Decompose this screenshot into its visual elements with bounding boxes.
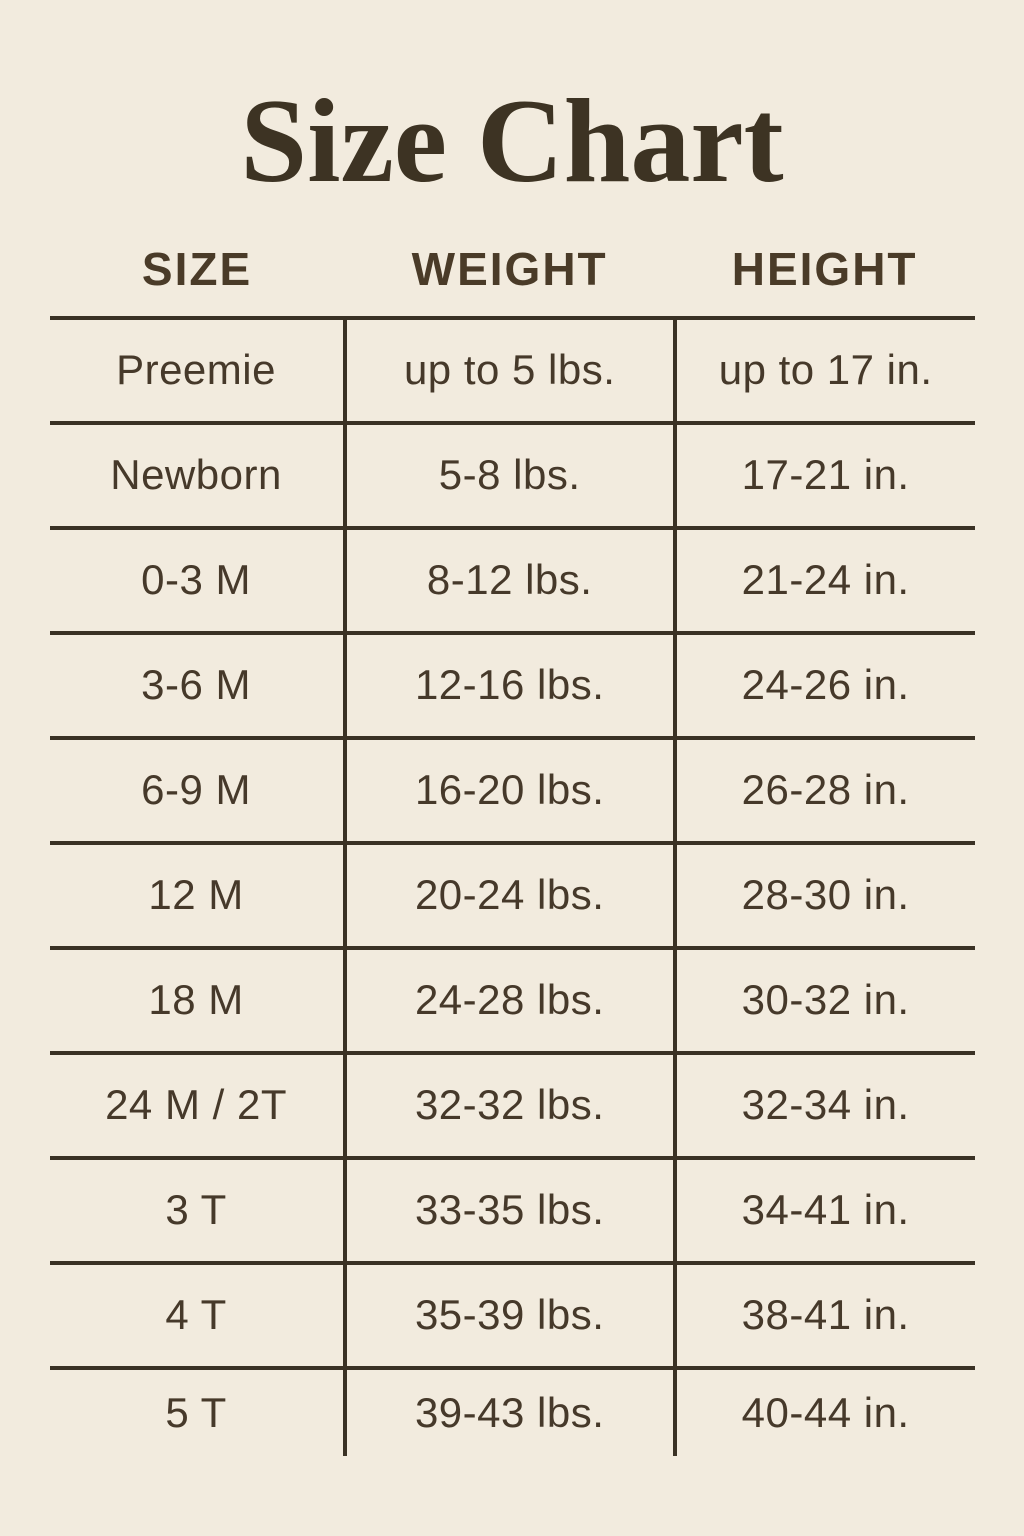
cell-size: Newborn [49, 422, 345, 530]
table-row: 5 T 39-43 lbs. 40-44 in. [50, 1367, 975, 1456]
table-row: 3-6 M 12-16 lbs. 24-26 in. [49, 632, 975, 740]
cell-weight: 32-32 lbs. [342, 1052, 675, 1160]
table-row: 4 T 35-39 lbs. 38-41 in. [49, 1262, 975, 1370]
cell-height: 32-34 in. [672, 1052, 975, 1160]
table-row: Preemie up to 5 lbs. up to 17 in. [49, 317, 975, 425]
column-header-weight: WEIGHT [344, 221, 675, 320]
column-header-height: HEIGHT [674, 221, 975, 320]
cell-weight: 24-28 lbs. [342, 947, 675, 1055]
cell-weight: 5-8 lbs. [342, 422, 675, 530]
cell-height: 21-24 in. [672, 527, 975, 635]
cell-weight: 35-39 lbs. [342, 1262, 675, 1370]
cell-height: up to 17 in. [672, 317, 975, 425]
header-row: SIZE WEIGHT HEIGHT [49, 221, 975, 320]
table-row: 24 M / 2T 32-32 lbs. 32-34 in. [49, 1052, 975, 1160]
table-row: 12 M 20-24 lbs. 28-30 in. [49, 842, 975, 950]
cell-height: 24-26 in. [672, 632, 975, 740]
cell-size: 5 T [165, 1388, 227, 1436]
table-row: 6-9 M 16-20 lbs. 26-28 in. [49, 737, 975, 845]
cell-size: 24 M / 2T [49, 1052, 345, 1160]
table-body: Preemie up to 5 lbs. up to 17 in. Newbor… [49, 317, 975, 1456]
cell-size: 0-3 M [49, 527, 345, 635]
cell-size: Preemie [49, 317, 345, 425]
cell-size: 6-9 M [49, 737, 345, 845]
cell-height: 34-41 in. [672, 1157, 975, 1265]
cell-size: 18 M [49, 947, 345, 1055]
table-row: 0-3 M 8-12 lbs. 21-24 in. [49, 527, 975, 635]
cell-height: 28-30 in. [672, 842, 975, 950]
table-row: 3 T 33-35 lbs. 34-41 in. [49, 1157, 975, 1265]
cell-height: 30-32 in. [672, 947, 975, 1055]
cell-weight: up to 5 lbs. [342, 317, 675, 425]
size-chart-table: SIZE WEIGHT HEIGHT Preemie up to 5 lbs. … [49, 221, 975, 1456]
cell-height: 38-41 in. [672, 1262, 975, 1370]
table-header: SIZE WEIGHT HEIGHT [49, 221, 975, 320]
cell-size: 3-6 M [49, 632, 345, 740]
cell-size: 4 T [49, 1262, 345, 1370]
cell-weight: 33-35 lbs. [342, 1157, 675, 1265]
cell-height: 17-21 in. [672, 422, 975, 530]
cell-height: 40-44 in. [672, 1367, 975, 1456]
table-row: Newborn 5-8 lbs. 17-21 in. [49, 422, 975, 530]
cell-height: 26-28 in. [672, 737, 975, 845]
cell-weight: 20-24 lbs. [342, 842, 675, 950]
page-title: Size Chart [240, 74, 784, 207]
cell-weight: 39-43 lbs. [342, 1367, 675, 1456]
cell-size: 3 T [49, 1157, 345, 1265]
cell-size: 12 M [49, 842, 345, 950]
column-header-size: SIZE [49, 221, 345, 320]
cell-weight: 8-12 lbs. [342, 527, 675, 635]
table-row: 18 M 24-28 lbs. 30-32 in. [49, 947, 975, 1055]
cell-weight: 12-16 lbs. [342, 632, 675, 740]
cell-weight: 16-20 lbs. [342, 737, 675, 845]
